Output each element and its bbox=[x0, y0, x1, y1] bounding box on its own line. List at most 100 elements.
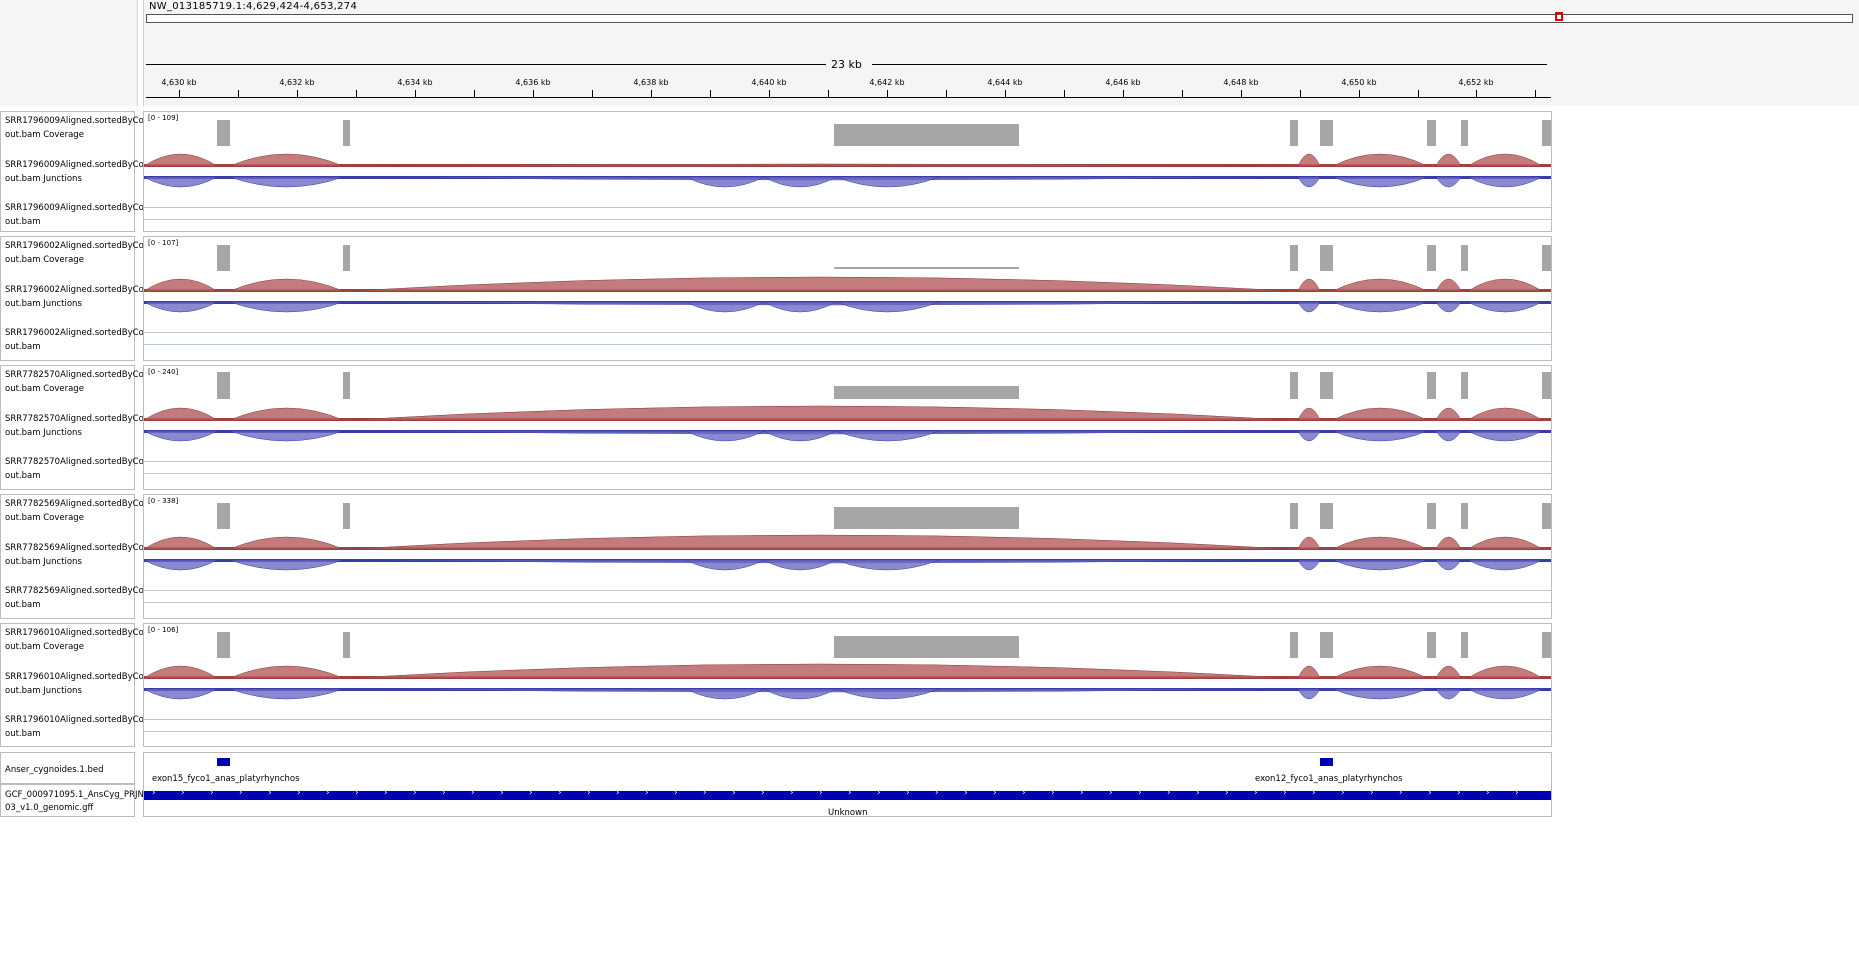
junction-arc-plus[interactable] bbox=[349, 405, 1291, 421]
junction-arc-minus[interactable] bbox=[1332, 176, 1428, 188]
junction-arc-minus[interactable] bbox=[835, 688, 940, 700]
junction-arc-plus[interactable] bbox=[1297, 278, 1321, 292]
alignment-track-name[interactable]: SRR1796010Aligned.sortedByCo bbox=[5, 715, 144, 725]
junction-arc-minus[interactable] bbox=[685, 688, 765, 700]
junction-arc-plus[interactable] bbox=[1297, 536, 1321, 550]
junction-track-name[interactable]: SRR7782570Aligned.sortedByCo bbox=[5, 414, 144, 424]
junction-arc-minus[interactable] bbox=[229, 559, 344, 571]
ruler-panel[interactable]: NW_013185719.1:4,629,424-4,653,274 23 kb… bbox=[143, 0, 1859, 106]
junction-track-name[interactable]: SRR1796009Aligned.sortedByCo bbox=[5, 160, 144, 170]
junction-arc-minus[interactable] bbox=[1467, 301, 1543, 313]
junction-arc-plus[interactable] bbox=[1435, 407, 1462, 421]
junction-arc-minus[interactable] bbox=[1435, 176, 1462, 188]
coverage-track-name[interactable]: SRR7782570Aligned.sortedByCo bbox=[5, 370, 144, 380]
alignment-track-name[interactable]: SRR7782569Aligned.sortedByCo bbox=[5, 586, 144, 596]
current-region-box[interactable] bbox=[1555, 12, 1563, 21]
junction-arc-plus[interactable] bbox=[1297, 665, 1321, 679]
junction-arc-minus[interactable] bbox=[835, 176, 940, 188]
junction-arc-minus[interactable] bbox=[763, 176, 837, 188]
junction-arc-plus[interactable] bbox=[349, 534, 1291, 550]
junction-arc-plus[interactable] bbox=[1467, 665, 1543, 679]
junction-arc-minus[interactable] bbox=[685, 176, 765, 188]
junction-arc-minus[interactable] bbox=[1435, 688, 1462, 700]
junction-arc-plus[interactable] bbox=[1435, 153, 1462, 167]
sample-data-panel-SRR1796010[interactable]: [0 - 106] bbox=[143, 623, 1552, 747]
sample-data-panel-SRR7782569[interactable]: [0 - 338] bbox=[143, 494, 1552, 619]
junction-arc-plus[interactable] bbox=[229, 278, 344, 292]
alignment-track-name[interactable]: SRR1796009Aligned.sortedByCo bbox=[5, 203, 144, 213]
track-canvas[interactable] bbox=[144, 112, 1551, 231]
junction-arc-minus[interactable] bbox=[1435, 559, 1462, 571]
gff-feature-bar[interactable]: › › › › › › › › › › › › › › › › › › › › › › › › › › › › › › › › › › › › › › › ›… bbox=[144, 788, 1551, 800]
junction-arc-minus[interactable] bbox=[229, 688, 344, 700]
junction-arc-plus[interactable] bbox=[349, 663, 1291, 679]
junction-arc-minus[interactable] bbox=[229, 301, 344, 313]
junction-arc-plus[interactable] bbox=[144, 153, 218, 167]
junction-arc-minus[interactable] bbox=[1332, 688, 1428, 700]
junction-arc-minus[interactable] bbox=[1467, 176, 1543, 188]
junction-arc-plus[interactable] bbox=[1332, 153, 1428, 167]
junction-arc-minus[interactable] bbox=[1467, 688, 1543, 700]
gff-track-panel[interactable]: › › › › › › › › › › › › › › › › › › › › › › › › › › › › › › › › › › › › › › › ›… bbox=[143, 784, 1552, 817]
sample-label-panel-SRR1796010[interactable]: SRR1796010Aligned.sortedByCo out.bam Cove… bbox=[0, 623, 144, 747]
junction-arc-minus[interactable] bbox=[1297, 176, 1321, 188]
junction-arc-minus[interactable] bbox=[144, 559, 218, 571]
junction-arc-minus[interactable] bbox=[144, 176, 218, 188]
junction-arc-plus[interactable] bbox=[144, 407, 218, 421]
bed-track-label-panel[interactable]: Anser_cygnoides.1.bed bbox=[0, 752, 135, 784]
junction-track-name[interactable]: SRR1796010Aligned.sortedByCo bbox=[5, 672, 144, 682]
junction-arc-plus[interactable] bbox=[1332, 665, 1428, 679]
sample-label-panel-SRR1796009[interactable]: SRR1796009Aligned.sortedByCo out.bam Cove… bbox=[0, 111, 144, 232]
junction-arc-plus[interactable] bbox=[1332, 407, 1428, 421]
sample-data-panel-SRR1796009[interactable]: [0 - 109] bbox=[143, 111, 1552, 232]
junction-arc-plus[interactable] bbox=[144, 665, 218, 679]
junction-arc-minus[interactable] bbox=[1435, 301, 1462, 313]
bed-feature-exon12[interactable] bbox=[1320, 758, 1333, 766]
junction-arc-plus[interactable] bbox=[1467, 153, 1543, 167]
junction-arc-minus[interactable] bbox=[144, 688, 218, 700]
sample-data-panel-SRR7782570[interactable]: [0 - 240] bbox=[143, 365, 1552, 490]
junction-arc-minus[interactable] bbox=[1467, 430, 1543, 442]
gff-track-label-panel[interactable]: GCF_000971095.1_AnsCyg_PRJNA 03_v1.0_gen… bbox=[0, 784, 150, 817]
junction-arc-plus[interactable] bbox=[229, 665, 344, 679]
junction-track-name[interactable]: SRR1796002Aligned.sortedByCo bbox=[5, 285, 144, 295]
sample-label-panel-SRR7782570[interactable]: SRR7782570Aligned.sortedByCo out.bam Cove… bbox=[0, 365, 144, 490]
sample-data-panel-SRR1796002[interactable]: [0 - 107] bbox=[143, 236, 1552, 361]
junction-arc-minus[interactable] bbox=[1297, 559, 1321, 571]
coverage-track-name[interactable]: SRR7782569Aligned.sortedByCo bbox=[5, 499, 144, 509]
junction-arc-minus[interactable] bbox=[229, 176, 344, 188]
junction-arc-plus[interactable] bbox=[1435, 536, 1462, 550]
junction-arc-minus[interactable] bbox=[835, 430, 940, 442]
junction-track-name[interactable]: SRR7782569Aligned.sortedByCo bbox=[5, 543, 144, 553]
junction-arc-minus[interactable] bbox=[1297, 688, 1321, 700]
junction-arc-minus[interactable] bbox=[1332, 301, 1428, 313]
junction-arc-minus[interactable] bbox=[835, 559, 940, 571]
junction-arc-plus[interactable] bbox=[1332, 536, 1428, 550]
junction-arc-plus[interactable] bbox=[1297, 153, 1321, 167]
junction-arc-plus[interactable] bbox=[1467, 278, 1543, 292]
junction-arc-plus[interactable] bbox=[144, 278, 218, 292]
junction-arc-plus[interactable] bbox=[144, 536, 218, 550]
junction-arc-minus[interactable] bbox=[229, 430, 344, 442]
junction-arc-plus[interactable] bbox=[349, 276, 1291, 292]
junction-arc-minus[interactable] bbox=[1332, 559, 1428, 571]
track-canvas[interactable] bbox=[144, 624, 1551, 746]
junction-arc-plus[interactable] bbox=[1297, 407, 1321, 421]
junction-arc-minus[interactable] bbox=[1297, 301, 1321, 313]
junction-arc-minus[interactable] bbox=[763, 301, 837, 313]
junction-arc-plus[interactable] bbox=[1332, 278, 1428, 292]
coverage-track-name[interactable]: SRR1796009Aligned.sortedByCo bbox=[5, 116, 144, 126]
junction-arc-minus[interactable] bbox=[685, 430, 765, 442]
junction-arc-plus[interactable] bbox=[229, 536, 344, 550]
coverage-track-name[interactable]: SRR1796010Aligned.sortedByCo bbox=[5, 628, 144, 638]
track-canvas[interactable] bbox=[144, 495, 1551, 618]
junction-arc-plus[interactable] bbox=[349, 163, 1291, 167]
sample-label-panel-SRR1796002[interactable]: SRR1796002Aligned.sortedByCo out.bam Cove… bbox=[0, 236, 144, 361]
junction-arc-minus[interactable] bbox=[763, 688, 837, 700]
junction-arc-minus[interactable] bbox=[835, 301, 940, 313]
bed-feature-exon15[interactable] bbox=[217, 758, 230, 766]
junction-arc-minus[interactable] bbox=[763, 430, 837, 442]
track-canvas[interactable] bbox=[144, 237, 1551, 360]
junction-arc-minus[interactable] bbox=[1435, 430, 1462, 442]
junction-arc-plus[interactable] bbox=[1467, 407, 1543, 421]
